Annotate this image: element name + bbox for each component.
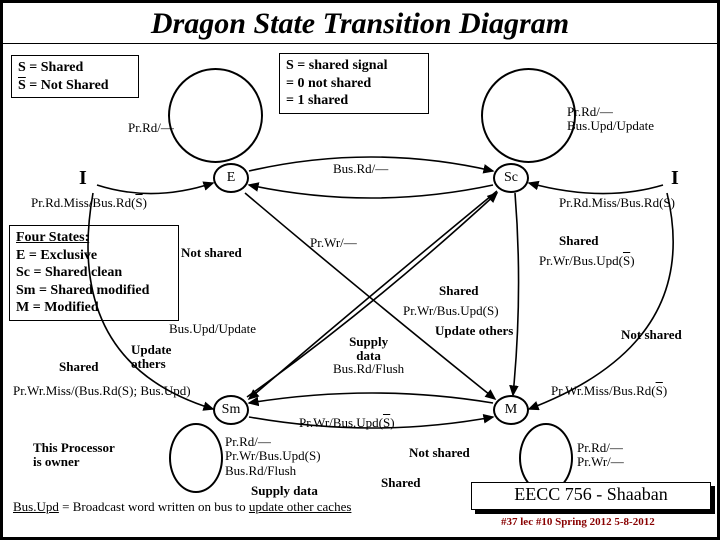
lbl-supply-data-busrd: SupplydataBus.Rd/Flush [333, 335, 404, 376]
loop-Sc [481, 68, 576, 163]
legend-signal-box: S = shared signal = 0 not shared = 1 sha… [279, 53, 429, 114]
four-states-box: Four States: E = Exclusive Sc = Shared c… [9, 225, 179, 321]
lbl-prrdmiss-right: Pr.Rd.Miss/Bus.Rd(S) [559, 195, 675, 211]
lbl-update-others-inline: Update others [435, 323, 513, 339]
lbl-update-others: Updateothers [131, 343, 171, 370]
loop-E [168, 68, 263, 163]
loop-Sm [169, 423, 223, 493]
lbl-sm-loop: Pr.Rd/—Pr.Wr/Bus.Upd(S)Bus.Rd/Flush [225, 435, 321, 478]
lbl-supply-data: Supply data [251, 483, 318, 499]
lbl-busupd-update: Bus.Upd/Update [169, 321, 256, 337]
lec-info: #37 lec #10 Spring 2012 5-8-2012 [501, 516, 655, 528]
lbl-prrdmiss-left: Pr.Rd.Miss/Bus.Rd(S) [31, 195, 147, 211]
lbl-prwr-1: Pr.Wr/— [310, 235, 357, 251]
legend-s-box: S = Shared S = Not Shared [11, 55, 139, 98]
lbl-proc-owner: This Processoris owner [33, 441, 115, 470]
lbl-notshared-2: Not shared [621, 327, 682, 343]
lbl-notshared-1: Not shared [181, 245, 242, 261]
lbl-shared-3: Shared [59, 359, 99, 375]
state-E: E [213, 163, 249, 193]
footer-busupd: Bus.Upd = Broadcast word written on bus … [13, 499, 351, 515]
lbl-shared-1: Shared [559, 233, 599, 249]
I-right: I [671, 167, 679, 190]
lbl-prwr-busupd-s: Pr.Wr/Bus.Upd(S) [403, 303, 499, 319]
lbl-prwrmiss-sbar: Pr.Wr.Miss/Bus.Rd(S) [551, 383, 667, 399]
slide-title: Dragon State Transition Diagram [3, 3, 717, 44]
lbl-prrd-busupd: Pr.Rd/—Bus.Upd/Update [567, 105, 654, 134]
lbl-shared-2: Shared [439, 283, 479, 299]
lbl-prrd-E: Pr.Rd/— [128, 120, 174, 136]
lbl-notshared-3: Not shared [409, 445, 470, 461]
state-Sm: Sm [213, 395, 249, 425]
state-Sc: Sc [493, 163, 529, 193]
lbl-shared-4: Shared [381, 475, 421, 491]
lbl-prwr-busupd-s-2: Pr.Wr/Bus.Upd(S) [299, 415, 395, 431]
lbl-prwr-busupd-sbar: Pr.Wr/Bus.Upd(S) [539, 253, 635, 269]
I-left: I [79, 167, 87, 190]
lbl-m-loop: Pr.Rd/—Pr.Wr/— [577, 441, 624, 470]
lbl-prwrmiss-s: Pr.Wr.Miss/(Bus.Rd(S); Bus.Upd) [13, 383, 191, 399]
lbl-busrd: Bus.Rd/— [333, 161, 388, 177]
state-M: M [493, 395, 529, 425]
course-box: EECC 756 - Shaaban [471, 482, 711, 510]
